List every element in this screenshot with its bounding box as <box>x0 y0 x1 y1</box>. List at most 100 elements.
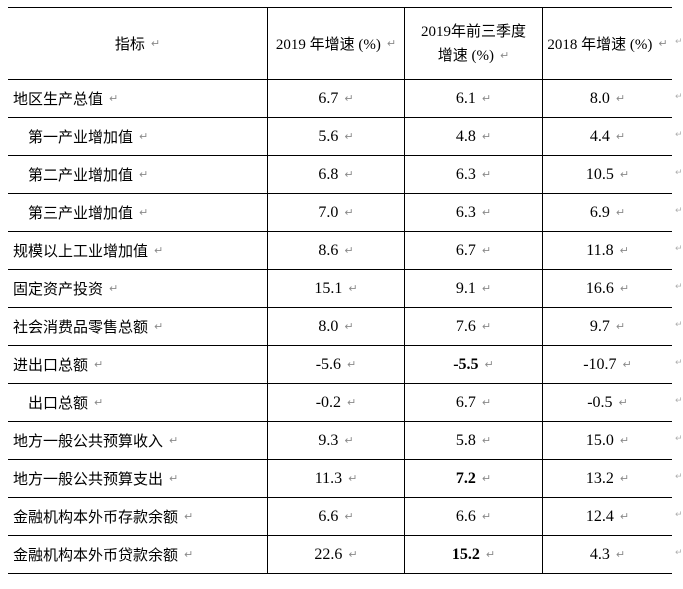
paragraph-mark-icon: ↵ <box>618 396 628 409</box>
paragraph-mark-icon: ↵ <box>619 472 630 485</box>
paragraph-mark-icon: ↵ <box>615 206 626 219</box>
end-of-row-mark-icon: ↵ <box>675 472 683 482</box>
value-2019q3: 5.8 <box>455 431 476 449</box>
paragraph-mark-icon: ↵ <box>348 472 358 485</box>
value-2019q3-cell: 6.3 ↵ <box>404 156 542 193</box>
paragraph-mark-icon: ↵ <box>344 244 354 257</box>
header-indicator-cell: 指标 ↵ <box>8 8 267 79</box>
value-2019: 22.6 <box>314 545 343 563</box>
paragraph-mark-icon: ↵ <box>615 92 626 105</box>
paragraph-mark-icon: ↵ <box>139 130 149 143</box>
value-2019: 6.6 <box>318 507 339 525</box>
paragraph-mark-icon: ↵ <box>184 548 194 561</box>
paragraph-mark-icon: ↵ <box>169 472 179 485</box>
paragraph-mark-icon: ↵ <box>344 510 354 523</box>
value-2019-cell: -5.6 ↵ <box>267 346 404 383</box>
paragraph-mark-icon: ↵ <box>481 396 492 409</box>
paragraph-mark-icon: ↵ <box>344 168 354 181</box>
table-row: 第二产业增加值 ↵ 6.8 ↵ 6.3 ↵ 10.5 ↵ <box>8 156 672 194</box>
header-2019q3-line2: 增速 (%) <box>437 47 495 64</box>
paragraph-mark-icon: ↵ <box>344 92 354 105</box>
paragraph-mark-icon: ↵ <box>344 206 354 219</box>
paragraph-mark-icon: ↵ <box>619 282 630 295</box>
value-2019: 8.6 <box>318 241 339 259</box>
indicator-label: 第一产业增加值 <box>28 130 134 146</box>
value-2019-cell: 8.6 ↵ <box>267 232 404 269</box>
header-2019-label: 2019 年增速 (%) <box>275 37 381 53</box>
value-2019q3-cell: 6.7 ↵ <box>404 384 542 421</box>
value-2018-cell: 6.9 ↵ <box>542 194 672 231</box>
indicator-cell: 进出口总额 ↵ <box>8 346 267 383</box>
table-row: 进出口总额 ↵ -5.6 ↵ -5.5 ↵ -10.7 ↵ <box>8 346 672 384</box>
end-of-row-mark-icon: ↵ <box>675 206 683 216</box>
header-2018-cell: 2018 年增速 (%) ↵ <box>542 8 672 79</box>
table-row: 规模以上工业增加值 ↵ 8.6 ↵ 6.7 ↵ 11.8 ↵ <box>8 232 672 270</box>
paragraph-mark-icon: ↵ <box>169 434 179 447</box>
value-2019: 11.3 <box>314 469 343 487</box>
end-of-row-mark-icon: ↵ <box>675 282 683 292</box>
indicator-label: 地区生产总值 <box>13 92 104 108</box>
value-2019: -5.6 <box>315 355 342 373</box>
indicator-label: 金融机构本外币存款余额 <box>13 510 179 526</box>
table-row: 金融机构本外币贷款余额 ↵ 22.6 ↵ 15.2 ↵ 4.3 ↵ <box>8 536 672 574</box>
header-2018-label: 2018 年增速 (%) <box>547 37 653 53</box>
paragraph-mark-icon: ↵ <box>481 206 492 219</box>
paragraph-mark-icon: ↵ <box>347 396 357 409</box>
header-2019q3-line2-wrap: 增速 (%) ↵ <box>438 44 509 68</box>
paragraph-mark-icon: ↵ <box>94 396 104 409</box>
indicator-cell: 地方一般公共预算支出 ↵ <box>8 460 267 497</box>
value-2019q3-cell: 9.1 ↵ <box>404 270 542 307</box>
indicator-label: 地方一般公共预算支出 <box>13 472 164 488</box>
value-2019q3-cell: 6.6 ↵ <box>404 498 542 535</box>
value-2018: 8.0 <box>589 89 610 107</box>
indicator-label: 第二产业增加值 <box>28 168 134 184</box>
end-of-row-mark-icon: ↵ <box>675 37 683 47</box>
end-of-row-mark-icon: ↵ <box>675 92 683 102</box>
table-row: 第一产业增加值 ↵ 5.6 ↵ 4.8 ↵ 4.4 ↵ <box>8 118 672 156</box>
paragraph-mark-icon: ↵ <box>481 510 492 523</box>
value-2019-cell: -0.2 ↵ <box>267 384 404 421</box>
indicator-cell: 规模以上工业增加值 ↵ <box>8 232 267 269</box>
value-2019q3-cell: 6.1 ↵ <box>404 80 542 117</box>
indicators-table: 指标 ↵ 2019 年增速 (%) ↵ 2019年前三季度 增速 (%) ↵ 2018… <box>8 7 672 574</box>
indicator-cell: 出口总额 ↵ <box>8 384 267 421</box>
indicator-label: 出口总额 <box>28 396 89 412</box>
paragraph-mark-icon: ↵ <box>481 92 492 105</box>
value-2018-cell: 13.2 ↵ <box>542 460 672 497</box>
value-2018-cell: 16.6 ↵ <box>542 270 672 307</box>
value-2019: 5.6 <box>318 127 339 145</box>
paragraph-mark-icon: ↵ <box>481 130 492 143</box>
table-row: 出口总额 ↵ -0.2 ↵ 6.7 ↵ -0.5 ↵ <box>8 384 672 422</box>
paragraph-mark-icon: ↵ <box>481 244 492 257</box>
end-of-row-mark-icon: ↵ <box>675 434 683 444</box>
value-2019q3-cell: -5.5 ↵ <box>404 346 542 383</box>
value-2018-cell: 4.4 ↵ <box>542 118 672 155</box>
value-2019q3: 6.7 <box>455 393 476 411</box>
value-2019-cell: 5.6 ↵ <box>267 118 404 155</box>
paragraph-mark-icon: ↵ <box>184 510 194 523</box>
value-2018-cell: 9.7 ↵ <box>542 308 672 345</box>
table-row: 固定资产投资 ↵ 15.1 ↵ 9.1 ↵ 16.6 ↵ <box>8 270 672 308</box>
table-row: 金融机构本外币存款余额 ↵ 6.6 ↵ 6.6 ↵ 12.4 ↵ <box>8 498 672 536</box>
value-2018-cell: 12.4 ↵ <box>542 498 672 535</box>
indicator-cell: 第二产业增加值 ↵ <box>8 156 267 193</box>
paragraph-mark-icon: ↵ <box>347 358 357 371</box>
indicator-cell: 第三产业增加值 ↵ <box>8 194 267 231</box>
end-of-row-mark-icon: ↵ <box>675 510 683 520</box>
indicator-label: 第三产业增加值 <box>28 206 134 222</box>
value-2018-cell: 11.8 ↵ <box>542 232 672 269</box>
indicator-cell: 第一产业增加值 ↵ <box>8 118 267 155</box>
paragraph-mark-icon: ↵ <box>344 130 354 143</box>
value-2019q3: 15.2 <box>451 545 480 563</box>
value-2019q3: 6.3 <box>455 203 476 221</box>
value-2019-cell: 6.8 ↵ <box>267 156 404 193</box>
paragraph-mark-icon: ↵ <box>500 49 510 62</box>
paragraph-mark-icon: ↵ <box>150 37 161 50</box>
indicator-label: 规模以上工业增加值 <box>13 244 149 260</box>
value-2018: 9.7 <box>589 317 610 335</box>
table-row: 第三产业增加值 ↵ 7.0 ↵ 6.3 ↵ 6.9 ↵ <box>8 194 672 232</box>
paragraph-mark-icon: ↵ <box>344 434 354 447</box>
end-of-row-mark-icon: ↵ <box>675 396 683 406</box>
value-2019q3: 6.6 <box>455 507 476 525</box>
paragraph-mark-icon: ↵ <box>109 282 119 295</box>
